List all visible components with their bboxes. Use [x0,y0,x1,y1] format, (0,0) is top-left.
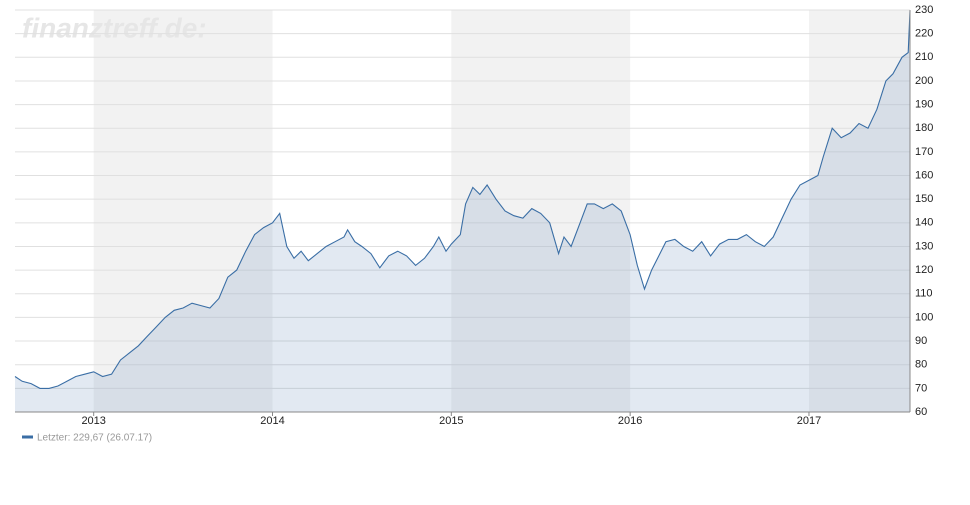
year-band [93,10,273,412]
y-tick-label: 70 [915,382,927,394]
y-tick-label: 220 [915,28,933,40]
y-tick-label: 60 [915,406,927,418]
y-tick-label: 130 [915,240,933,252]
price-line [14,10,911,389]
y-tick-label: 200 [915,75,933,87]
x-tick-label: 2014 [260,415,284,427]
y-tick-label: 230 [915,4,933,16]
y-tick-label: 160 [915,169,933,181]
x-tick-label: 2016 [618,415,642,427]
y-tick-label: 90 [915,335,927,347]
y-tick-label: 80 [915,359,927,371]
year-band [808,10,910,412]
y-tick-label: 170 [915,146,933,158]
y-tick-label: 210 [915,51,933,63]
watermark: finanztreff.de: [22,12,207,43]
y-tick-label: 110 [915,288,933,300]
y-tick-label: 180 [915,122,933,134]
y-tick-label: 150 [915,193,933,205]
x-tick-label: 2017 [797,415,821,427]
area [15,10,910,413]
year-band [451,10,631,412]
y-tick-label: 190 [915,98,933,110]
legend-label: Letzter: 229,67 (26.07.17) [37,433,152,444]
y-tick-label: 100 [915,311,933,323]
x-tick-label: 2013 [81,415,105,427]
y-tick-label: 120 [915,264,933,276]
y-tick-label: 140 [915,217,933,229]
x-tick-label: 2015 [439,415,463,427]
